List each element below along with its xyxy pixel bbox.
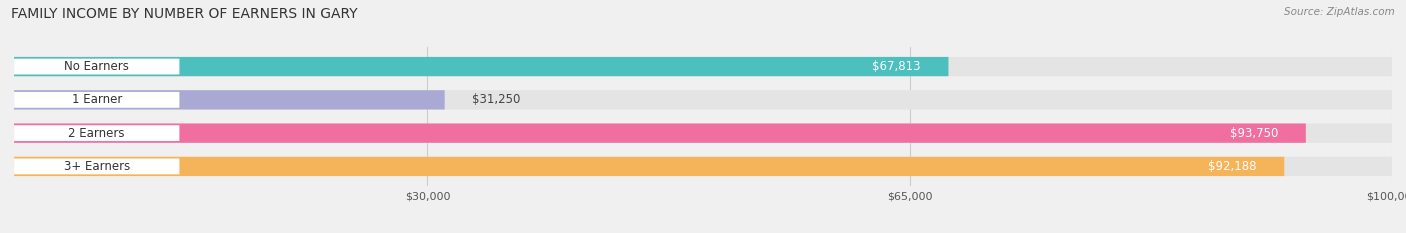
FancyBboxPatch shape	[14, 157, 1392, 176]
Text: No Earners: No Earners	[65, 60, 129, 73]
Text: 3+ Earners: 3+ Earners	[63, 160, 129, 173]
FancyBboxPatch shape	[14, 90, 1392, 110]
FancyBboxPatch shape	[14, 90, 444, 110]
Text: $67,813: $67,813	[872, 60, 921, 73]
FancyBboxPatch shape	[14, 125, 180, 141]
Text: $31,250: $31,250	[472, 93, 520, 106]
FancyBboxPatch shape	[14, 92, 180, 108]
Text: $93,750: $93,750	[1230, 127, 1278, 140]
Text: FAMILY INCOME BY NUMBER OF EARNERS IN GARY: FAMILY INCOME BY NUMBER OF EARNERS IN GA…	[11, 7, 359, 21]
FancyBboxPatch shape	[14, 57, 949, 76]
FancyBboxPatch shape	[14, 59, 180, 75]
FancyBboxPatch shape	[14, 57, 1392, 76]
FancyBboxPatch shape	[14, 123, 1306, 143]
Text: 1 Earner: 1 Earner	[72, 93, 122, 106]
FancyBboxPatch shape	[14, 158, 180, 174]
FancyBboxPatch shape	[14, 157, 1284, 176]
Text: $92,188: $92,188	[1208, 160, 1257, 173]
Text: 2 Earners: 2 Earners	[69, 127, 125, 140]
Text: Source: ZipAtlas.com: Source: ZipAtlas.com	[1284, 7, 1395, 17]
FancyBboxPatch shape	[14, 123, 1392, 143]
